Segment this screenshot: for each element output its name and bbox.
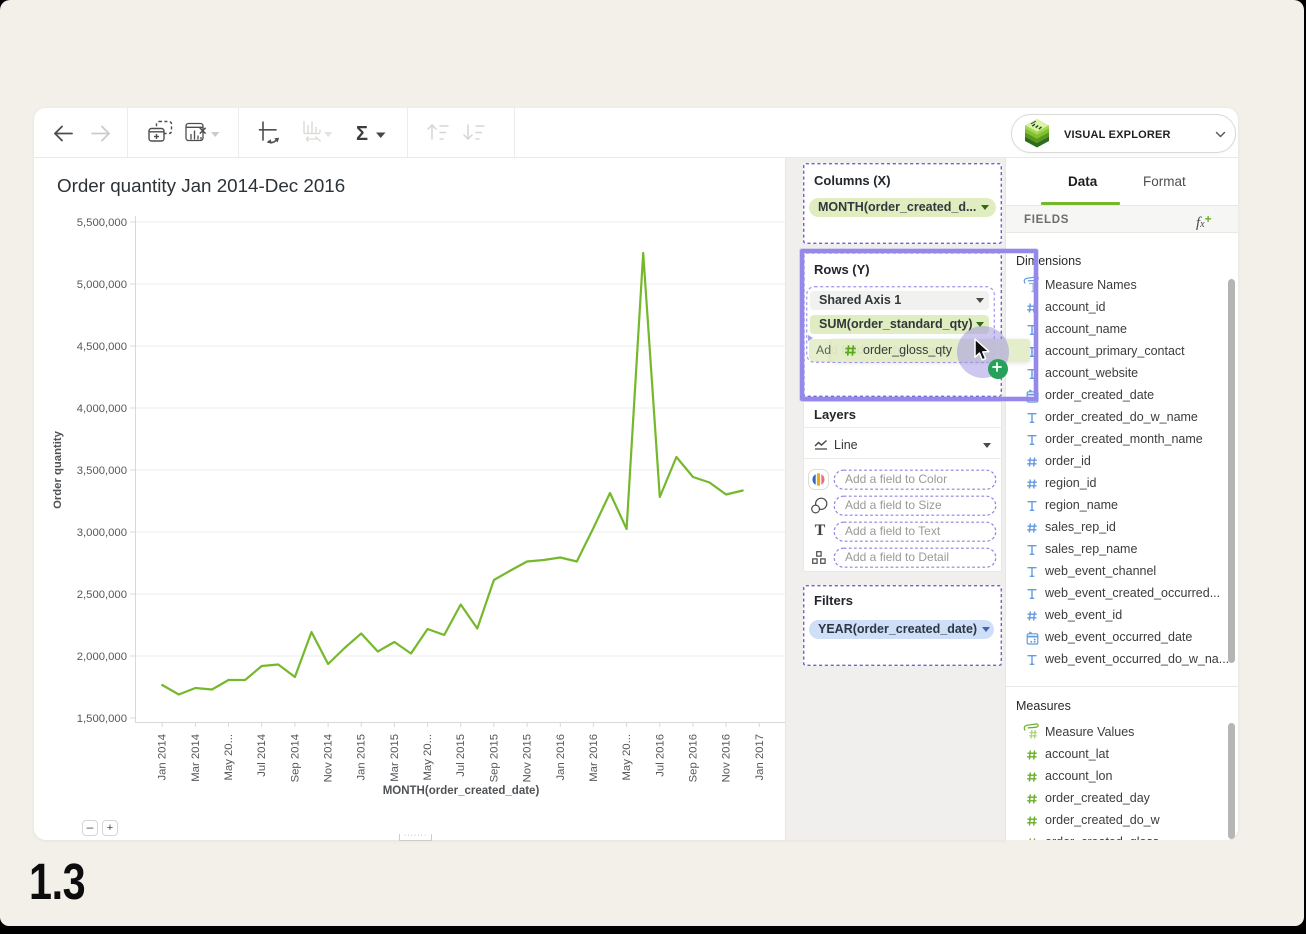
svg-text:Σ: Σ: [356, 123, 368, 145]
svg-text:2,500,000: 2,500,000: [77, 589, 127, 601]
svg-text:Mar 2015: Mar 2015: [389, 734, 401, 782]
svg-text:4,000,000: 4,000,000: [77, 403, 127, 415]
svg-text:3,000,000: 3,000,000: [77, 527, 127, 539]
svg-text:3,500,000: 3,500,000: [77, 465, 127, 477]
svg-text:May 20...: May 20...: [422, 734, 434, 780]
svg-text:Jan 2017: Jan 2017: [754, 734, 766, 780]
svg-text:Mar 2014: Mar 2014: [190, 734, 202, 782]
svg-text:Order quantity: Order quantity: [52, 430, 64, 509]
svg-text:Nov 2016: Nov 2016: [721, 734, 733, 782]
svg-text:Nov 2014: Nov 2014: [323, 734, 335, 782]
svg-text:Jan 2014: Jan 2014: [157, 734, 169, 780]
svg-text:1,500,000: 1,500,000: [77, 713, 127, 725]
svg-text:Jan 2015: Jan 2015: [356, 734, 368, 780]
svg-text:2,000,000: 2,000,000: [77, 651, 127, 663]
svg-text:Jan 2016: Jan 2016: [555, 734, 567, 780]
svg-text:Jul 2014: Jul 2014: [256, 734, 268, 777]
svg-text:MONTH(order_created_date): MONTH(order_created_date): [383, 785, 540, 797]
svg-text:Sep 2014: Sep 2014: [289, 734, 301, 782]
svg-text:Sep 2016: Sep 2016: [688, 734, 700, 782]
svg-text:May 20...: May 20...: [621, 734, 633, 780]
svg-text:Jul 2015: Jul 2015: [455, 734, 467, 777]
svg-text:May 20...: May 20...: [223, 734, 235, 780]
svg-text:Jul 2016: Jul 2016: [654, 734, 666, 777]
svg-text:Nov 2015: Nov 2015: [522, 734, 534, 782]
svg-text:4,500,000: 4,500,000: [77, 341, 127, 353]
svg-text:Mar 2016: Mar 2016: [588, 734, 600, 782]
svg-text:Sep 2015: Sep 2015: [488, 734, 500, 782]
svg-text:5,000,000: 5,000,000: [77, 279, 127, 291]
svg-text:5,500,000: 5,500,000: [77, 217, 127, 229]
